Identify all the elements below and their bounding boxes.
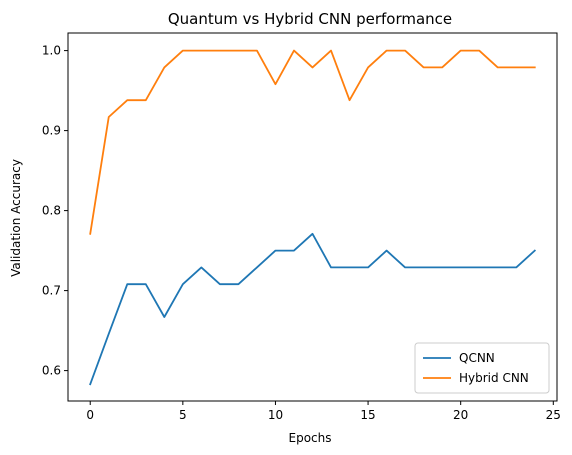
y-tick-label: 1.0	[42, 44, 61, 58]
chart-title: Quantum vs Hybrid CNN performance	[168, 10, 452, 28]
y-tick-label: 0.6	[42, 364, 61, 378]
x-axis-label: Epochs	[289, 431, 332, 445]
x-tick-label: 20	[453, 408, 468, 422]
legend: QCNN Hybrid CNN	[414, 342, 550, 394]
legend-label-1: Hybrid CNN	[459, 371, 529, 385]
y-tick-label: 0.7	[42, 284, 61, 298]
legend-label-0: QCNN	[459, 351, 495, 365]
y-tick-label: 0.8	[42, 204, 61, 218]
axes-frame	[67, 32, 558, 402]
y-axis-label: Validation Accuracy	[9, 159, 23, 277]
plot-area: 0 5 10 15 20 25 0.6 0.7 0.8 0.9 1.0	[42, 32, 561, 422]
x-tick-label: 15	[360, 408, 375, 422]
x-tick-label: 10	[268, 408, 283, 422]
legend-box	[414, 342, 550, 394]
series-line-0	[89, 232, 537, 386]
x-tick-label: 25	[546, 408, 561, 422]
x-tick-label: 5	[179, 408, 187, 422]
x-tick-label: 0	[86, 408, 94, 422]
series-line-1	[89, 49, 536, 235]
y-tick-label: 0.9	[42, 124, 61, 138]
